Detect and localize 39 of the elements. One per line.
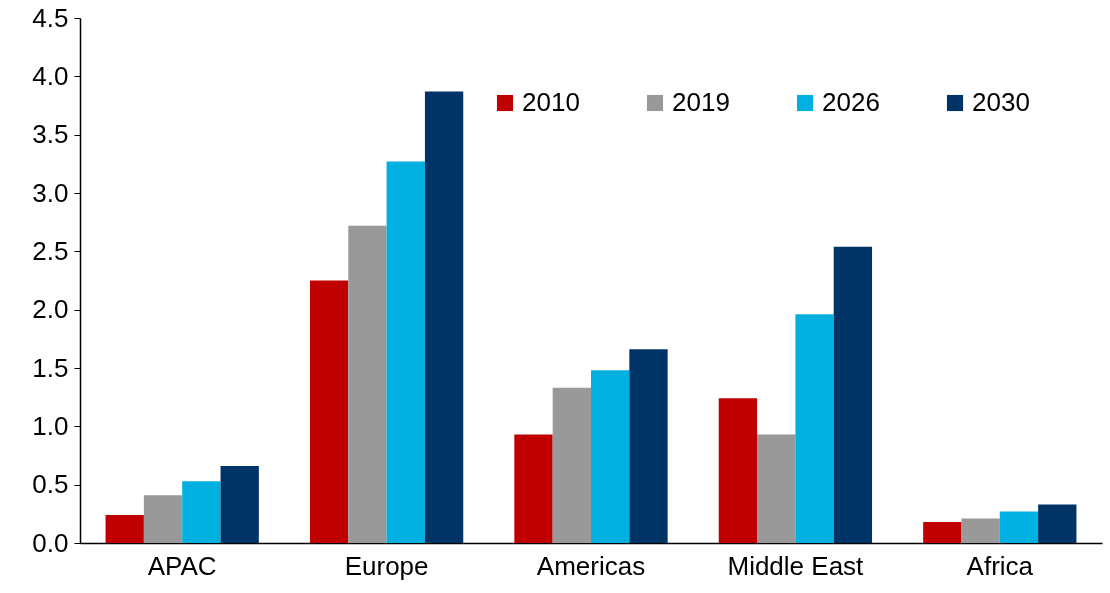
bar xyxy=(718,398,758,543)
y-tick-label: 0.5 xyxy=(32,469,69,500)
bar xyxy=(833,246,873,543)
bar xyxy=(143,495,183,543)
y-tick-label: 3.5 xyxy=(32,119,69,150)
y-tick-label: 4.5 xyxy=(32,2,69,33)
bar xyxy=(514,434,553,543)
bar xyxy=(629,349,668,543)
bar xyxy=(386,161,425,543)
bar xyxy=(1038,504,1077,543)
bar xyxy=(961,518,1000,543)
x-tick-label: Americas xyxy=(536,550,646,581)
bar xyxy=(424,91,464,543)
y-tick-label: 1.0 xyxy=(32,410,69,441)
bar xyxy=(348,225,387,543)
x-tick-label: Africa xyxy=(966,550,1034,581)
bar xyxy=(757,434,796,543)
x-tick-label: APAC xyxy=(147,550,217,581)
legend-label: 2010 xyxy=(522,87,580,117)
bar xyxy=(999,511,1039,543)
bar xyxy=(220,466,259,543)
bar xyxy=(552,387,591,543)
y-tick-label: 1.5 xyxy=(32,352,69,383)
y-tick-label: 4.0 xyxy=(32,60,69,91)
x-tick-label: Middle East xyxy=(727,550,865,581)
legend-label: 2019 xyxy=(672,87,730,117)
y-tick-label: 3.0 xyxy=(32,177,69,208)
y-tick-label: 0.0 xyxy=(32,527,69,558)
legend-label: 2026 xyxy=(822,87,880,117)
y-tick-label: 2.5 xyxy=(32,235,69,266)
bar xyxy=(795,314,834,543)
legend-label: 2030 xyxy=(972,87,1030,117)
bar xyxy=(105,515,144,543)
bar xyxy=(591,370,630,543)
y-tick-label: 2.0 xyxy=(32,294,69,325)
bar xyxy=(309,280,349,543)
x-tick-label: Europe xyxy=(344,550,429,581)
bar xyxy=(923,522,962,543)
bar xyxy=(182,481,221,543)
